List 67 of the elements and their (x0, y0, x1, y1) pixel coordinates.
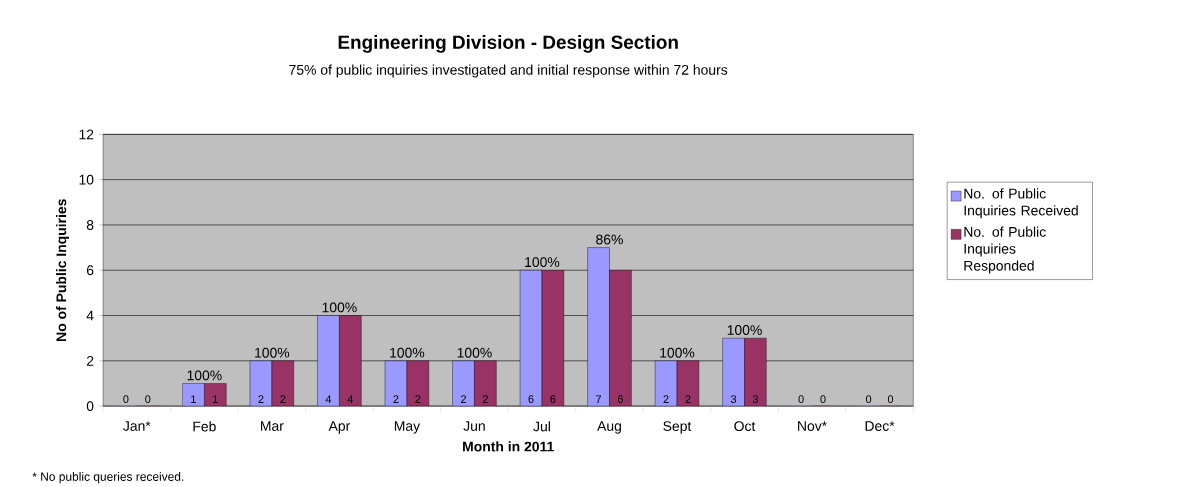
bar (452, 360, 475, 407)
data-label: 2 (280, 395, 286, 404)
data-label: 0 (145, 395, 151, 404)
annotation: 100% (187, 370, 222, 381)
data-label: 7 (596, 395, 602, 404)
bar (722, 338, 745, 407)
data-label: 0 (820, 395, 826, 404)
x-axis-title: Month in 2011 (463, 441, 554, 452)
chart-subtitle: 75% of public inquiries investigated and initial response within 72 hours (289, 64, 728, 78)
data-label: 6 (550, 395, 556, 404)
data-label: 0 (798, 395, 804, 404)
data-label: 1 (191, 395, 196, 404)
bar (339, 315, 362, 407)
annotation: 100% (660, 347, 695, 358)
legend-label: No. of Public Inquiries Responded (964, 226, 1046, 274)
y-tick-label: 6 (86, 265, 94, 276)
text: * No public queries received. (32, 472, 184, 484)
y-tick-label: 2 (86, 356, 94, 366)
annotation: 100% (525, 257, 560, 268)
x-tick-label: Sept (663, 421, 692, 434)
bar (609, 270, 632, 407)
data-label: 6 (617, 395, 623, 404)
x-tick-label: Apr (328, 421, 351, 434)
data-label: 3 (752, 395, 759, 404)
x-tick-label: Feb (193, 421, 216, 432)
x-tick-label: Aug (597, 421, 621, 434)
data-label: 0 (866, 395, 872, 404)
data-label: 2 (393, 395, 399, 404)
annotation: 86% (596, 234, 623, 245)
x-tick-label: Dec* (865, 421, 895, 432)
y-tick-label: 10 (79, 174, 94, 185)
data-label: 2 (663, 395, 669, 404)
bar (587, 247, 610, 407)
x-tick-label: Jun (463, 421, 485, 432)
x-tick-label: May (394, 421, 421, 434)
data-label: 2 (258, 395, 264, 404)
data-label: 4 (347, 395, 354, 404)
data-label: 2 (460, 395, 466, 404)
data-label: 4 (325, 395, 332, 404)
y-tick-label: 4 (86, 310, 94, 321)
x-tick-label: Oct (734, 421, 756, 432)
bar (317, 315, 340, 407)
y-tick-label: 12 (79, 129, 94, 140)
bar (744, 338, 767, 407)
x-tick-label: Jul (533, 421, 550, 432)
bar (474, 360, 497, 407)
data-label: 2 (482, 395, 488, 404)
chart-title: Engineering Division - Design Section (338, 35, 678, 53)
annotation: 100% (255, 347, 290, 358)
data-label: 3 (730, 395, 737, 404)
data-label: 2 (415, 395, 421, 404)
y-tick-label: 0 (86, 401, 94, 412)
x-tick-label: Jan* (123, 421, 151, 432)
data-label: 1 (213, 395, 218, 404)
annotation: 100% (727, 325, 762, 336)
data-label: 6 (528, 395, 534, 404)
data-label: 2 (685, 395, 691, 404)
data-label: 0 (887, 395, 894, 404)
annotation: 100% (322, 302, 357, 313)
y-axis-title: No of Public Inquiries (56, 199, 70, 342)
x-tick-label: Mar (261, 421, 284, 432)
legend-label: No. of Public Inquiries Received (964, 188, 1078, 219)
x-tick-label: Nov* (798, 421, 827, 432)
data-label: 0 (123, 395, 129, 404)
y-tick-label: 8 (86, 220, 94, 231)
annotation: 100% (390, 347, 425, 358)
annotation: 100% (457, 347, 492, 358)
